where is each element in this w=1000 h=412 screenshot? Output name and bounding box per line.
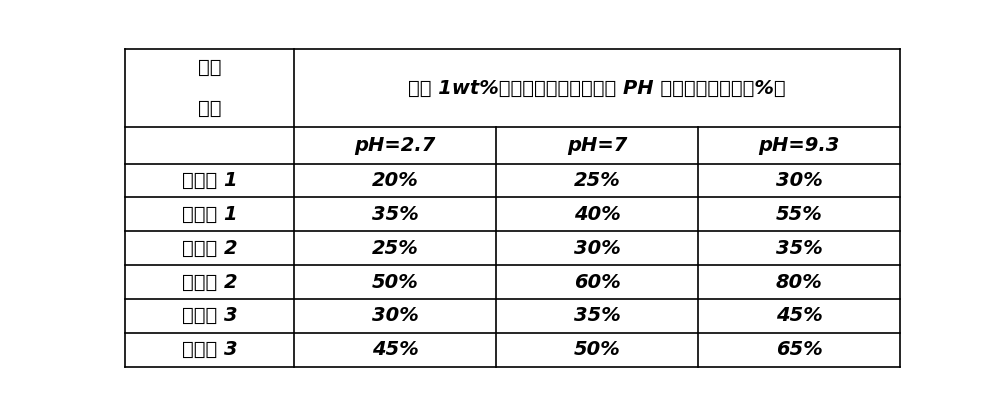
Text: 添加 1wt%黄腐酸的水凝胶在不同 PH 条件下的释放率（%）: 添加 1wt%黄腐酸的水凝胶在不同 PH 条件下的释放率（%） — [408, 79, 786, 98]
Text: 30%: 30% — [574, 239, 620, 258]
Text: 55%: 55% — [776, 205, 822, 224]
Text: 测试: 测试 — [198, 58, 221, 77]
Text: 25%: 25% — [372, 239, 418, 258]
Text: 实施例 1: 实施例 1 — [182, 205, 237, 224]
Text: 50%: 50% — [372, 273, 418, 292]
Text: 20%: 20% — [372, 171, 418, 190]
Text: 45%: 45% — [776, 307, 822, 325]
Text: 对比例 2: 对比例 2 — [182, 239, 237, 258]
Text: 样品: 样品 — [198, 99, 221, 118]
Text: pH=2.7: pH=2.7 — [354, 136, 436, 155]
Text: 45%: 45% — [372, 340, 418, 359]
Text: 35%: 35% — [372, 205, 418, 224]
Text: 30%: 30% — [776, 171, 822, 190]
Text: 实施例 2: 实施例 2 — [182, 273, 237, 292]
Text: 25%: 25% — [574, 171, 620, 190]
Text: 50%: 50% — [574, 340, 620, 359]
Text: 对比例 3: 对比例 3 — [182, 307, 237, 325]
Text: 60%: 60% — [574, 273, 620, 292]
Text: pH=9.3: pH=9.3 — [758, 136, 840, 155]
Text: 实施例 3: 实施例 3 — [182, 340, 237, 359]
Text: 65%: 65% — [776, 340, 822, 359]
Text: pH=7: pH=7 — [567, 136, 627, 155]
Text: 30%: 30% — [372, 307, 418, 325]
Text: 40%: 40% — [574, 205, 620, 224]
Text: 35%: 35% — [776, 239, 822, 258]
Text: 35%: 35% — [574, 307, 620, 325]
Text: 80%: 80% — [776, 273, 822, 292]
Text: 对比例 1: 对比例 1 — [182, 171, 237, 190]
